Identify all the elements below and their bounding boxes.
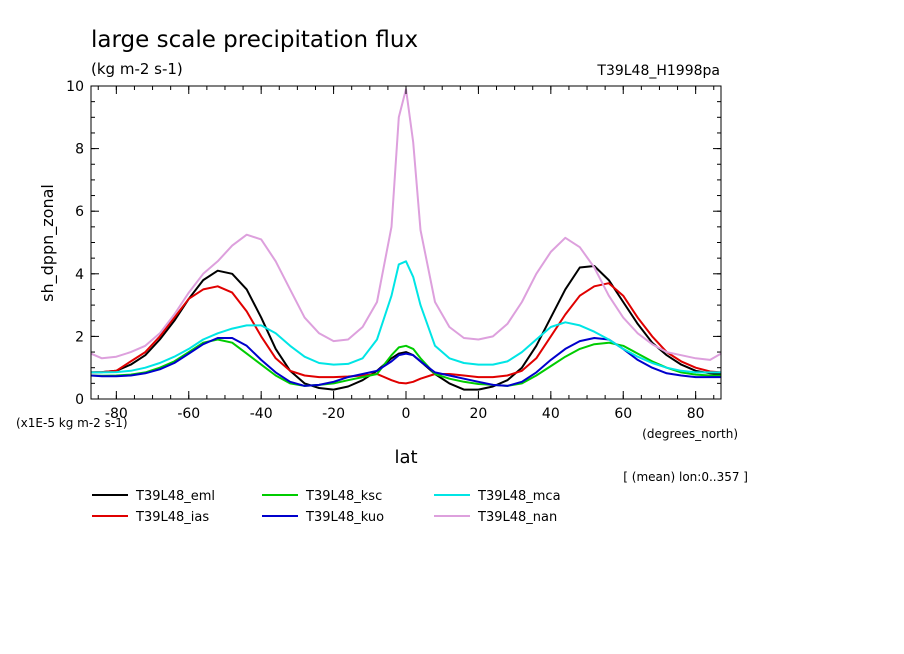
x-tick-label: -40 bbox=[250, 406, 273, 422]
x-axis-label: lat bbox=[394, 447, 417, 468]
x-tick-label: 80 bbox=[687, 406, 705, 422]
x-tick-label: -20 bbox=[322, 406, 345, 422]
plot-area: -80 -60 -40 -20 0 20 40 60 80 0 2 4 6 8 10 bbox=[66, 79, 722, 422]
scale-note: (x1E-5 kg m-2 s-1) bbox=[16, 416, 128, 430]
run-label: T39L48_H1998pa bbox=[596, 63, 720, 79]
legend-label-T39L48_kuo: T39L48_kuo bbox=[305, 510, 384, 525]
y-tick-label: 0 bbox=[75, 392, 84, 408]
x-tick-label: 60 bbox=[614, 406, 632, 422]
x-tick-label: 20 bbox=[469, 406, 487, 422]
legend-label-T39L48_ksc: T39L48_ksc bbox=[305, 489, 382, 504]
y-axis-label: sh_dppn_zonal bbox=[38, 184, 58, 302]
y-tick-label: 10 bbox=[66, 79, 84, 95]
y-tick-label: 8 bbox=[75, 142, 84, 158]
chart-units-subtitle: (kg m-2 s-1) bbox=[91, 60, 183, 78]
series-line-T39L48_ias bbox=[91, 282, 721, 385]
series-line-T39L48_ksc bbox=[91, 338, 721, 387]
x-axis-units: (degrees_north) bbox=[642, 427, 738, 441]
mean-note: [ (mean) lon:0..357 ] bbox=[623, 470, 748, 484]
legend-label-T39L48_ias: T39L48_ias bbox=[135, 510, 209, 525]
y-tick-label: 2 bbox=[75, 329, 84, 345]
y-tick-label: 4 bbox=[75, 267, 84, 283]
legend-label-T39L48_nan: T39L48_nan bbox=[477, 510, 557, 525]
series-line-T39L48_nan bbox=[91, 88, 721, 361]
series-line-T39L48_mca bbox=[91, 260, 721, 374]
chart-title: large scale precipitation flux bbox=[91, 27, 418, 53]
legend-label-T39L48_mca: T39L48_mca bbox=[477, 489, 561, 504]
x-tick-label: 0 bbox=[402, 406, 411, 422]
legend-label-T39L48_eml: T39L48_eml bbox=[135, 489, 215, 504]
legend: T39L48_eml T39L48_ias T39L48_ksc T39L48_kuo… bbox=[92, 489, 561, 525]
x-tick-label: -80 bbox=[105, 406, 128, 422]
y-tick-label: 6 bbox=[75, 204, 84, 220]
series-line-T39L48_eml bbox=[91, 265, 721, 391]
x-tick-label: 40 bbox=[542, 406, 560, 422]
x-tick-label: -60 bbox=[177, 406, 200, 422]
